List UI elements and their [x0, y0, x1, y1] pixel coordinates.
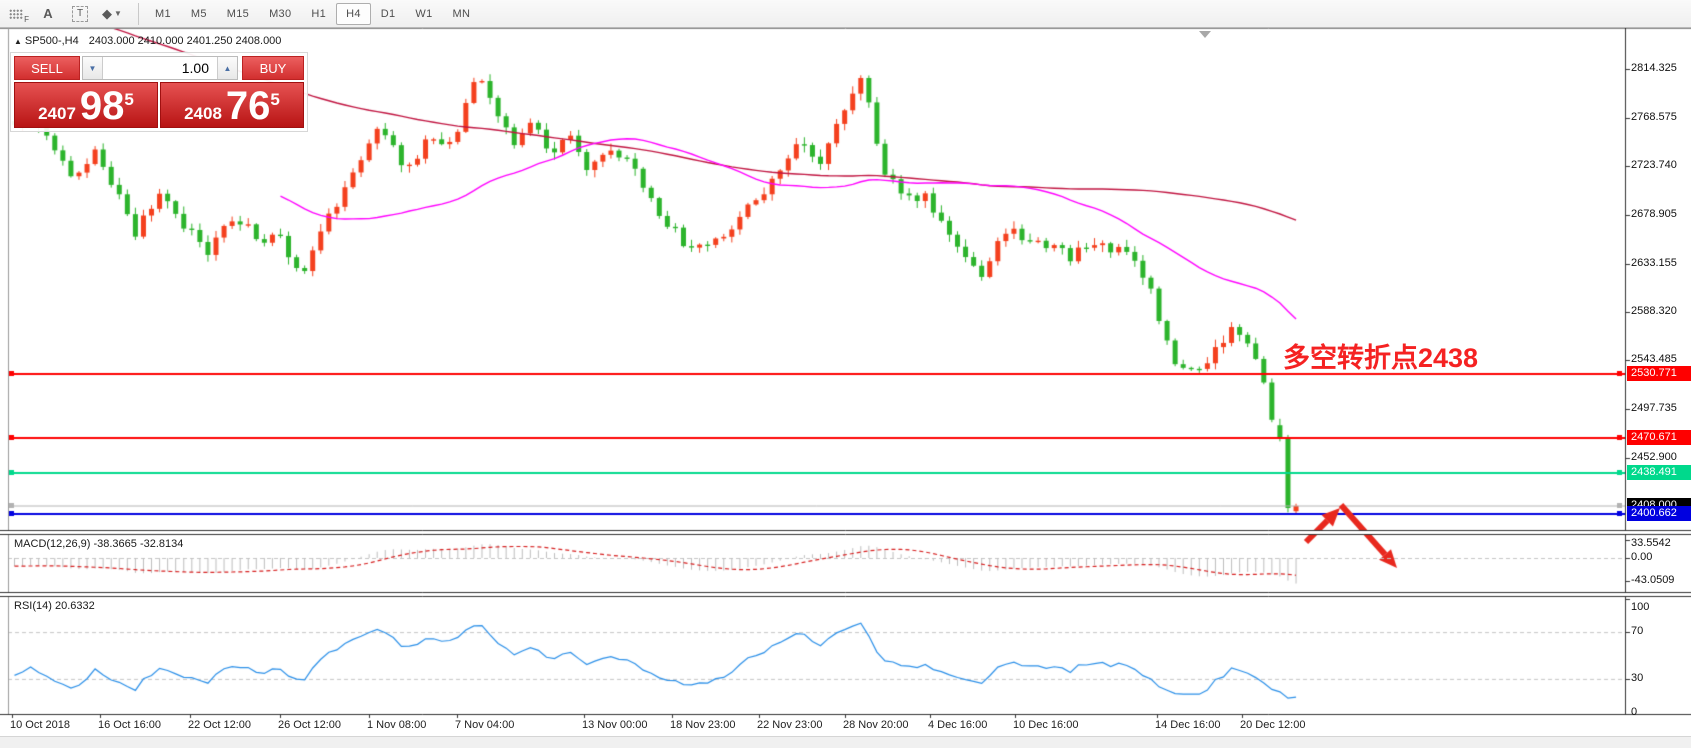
- one-click-trade-panel: SELL ▼ 1.00 ▲ BUY 2407 98 5 2408 76 5: [10, 52, 308, 132]
- macd-label: MACD(12,26,9) -38.3665 -32.8134: [14, 538, 184, 550]
- time-axis-label: 10 Oct 2018: [10, 719, 70, 731]
- time-axis-label: 10 Dec 16:00: [1013, 719, 1079, 731]
- time-axis-label: 18 Nov 23:00: [670, 719, 736, 731]
- timeframe-button-D1[interactable]: D1: [380, 7, 396, 20]
- volume-decrease-button[interactable]: ▼: [83, 57, 103, 79]
- chart-area[interactable]: ▲ SP500-,H4 2403.000 2410.000 2401.250 240…: [0, 28, 1691, 736]
- timeframe-bar: M1 M5 M15 M30 H1 H4 D1 W1 MN: [145, 2, 480, 25]
- price-tick-label: 2633.155: [1631, 256, 1677, 269]
- time-axis-label: 26 Oct 12:00: [278, 719, 341, 731]
- buy-price-sup: 5: [270, 90, 280, 109]
- macd-axis-label: 33.5542: [1631, 537, 1671, 549]
- letter-a-icon[interactable]: A: [43, 6, 53, 21]
- price-tick-label: 2543.485: [1631, 353, 1677, 366]
- time-axis-label: 4 Dec 16:00: [928, 719, 988, 731]
- timeframe-button-H4[interactable]: H4: [336, 2, 371, 25]
- time-axis-label: 22 Oct 12:00: [188, 719, 251, 731]
- price-tag-2400.662: 2400.662: [1627, 506, 1691, 521]
- objects-icon[interactable]: ◆ ▼: [102, 5, 122, 21]
- timeframe-button-W1[interactable]: W1: [415, 7, 433, 20]
- buy-price-prefix: 2408: [184, 104, 222, 123]
- time-axis-label: 7 Nov 04:00: [455, 719, 515, 731]
- ohlc-readout: 2403.000 2410.000 2401.250 2408.000: [88, 35, 282, 47]
- time-axis-label: 13 Nov 00:00: [582, 719, 648, 731]
- time-axis-label: 20 Dec 12:00: [1240, 719, 1306, 731]
- rsi-axis-label: 30: [1631, 671, 1644, 684]
- symbol-header: ▲ SP500-,H4 2403.000 2410.000 2401.250 240…: [14, 35, 281, 47]
- rsi-axis-label: 100: [1631, 601, 1650, 613]
- price-tick-label: 2678.905: [1631, 207, 1677, 220]
- timeframe-button-M30[interactable]: M30: [269, 7, 292, 20]
- time-axis-label: 28 Nov 20:00: [843, 719, 909, 731]
- buy-price-tile[interactable]: 2408 76 5: [160, 82, 304, 128]
- price-chart-canvas[interactable]: [0, 28, 1691, 736]
- chart-shift-marker-icon[interactable]: [1199, 31, 1211, 38]
- rsi-label: RSI(14) 20.6332: [14, 600, 95, 612]
- sell-price-prefix: 2407: [38, 104, 76, 123]
- buy-price-big: 76: [225, 84, 271, 128]
- sell-button[interactable]: SELL: [14, 56, 80, 80]
- price-tick-label: 2452.900: [1631, 450, 1677, 463]
- price-tag-2530.771: 2530.771: [1627, 366, 1691, 381]
- indicator-grid-icon[interactable]: F: [3, 3, 29, 25]
- price-tick-label: 2814.325: [1631, 61, 1677, 74]
- buy-button[interactable]: BUY: [242, 56, 304, 80]
- timeframe-button-M15[interactable]: M15: [226, 7, 250, 20]
- time-axis-label: 14 Dec 16:00: [1155, 719, 1221, 731]
- price-tick-label: 2723.740: [1631, 159, 1677, 172]
- toolbar-separator: [138, 2, 139, 25]
- price-tick-label: 2588.320: [1631, 304, 1677, 317]
- time-axis-label: 1 Nov 08:00: [367, 719, 427, 731]
- timeframe-button-M1[interactable]: M1: [155, 7, 171, 20]
- symbol-name: SP500-,H4: [24, 35, 79, 47]
- symbol-triangle-icon: ▲: [14, 37, 22, 46]
- price-tick-label: 2768.575: [1631, 111, 1677, 124]
- macd-axis-label: -43.0509: [1631, 574, 1675, 587]
- timeframe-button-H1[interactable]: H1: [311, 7, 327, 20]
- chart-annotation-text: 多空转折点2438: [1283, 343, 1479, 373]
- text-frame-icon[interactable]: T: [67, 3, 93, 25]
- volume-increase-button[interactable]: ▲: [217, 57, 237, 79]
- price-tag-2438.491: 2438.491: [1627, 465, 1691, 480]
- volume-field[interactable]: 1.00: [181, 60, 209, 76]
- macd-axis-label: 0.00: [1631, 551, 1653, 563]
- top-toolbar: F A T ◆ ▼ M1 M5 M15 M30 H1 H4 D1 W1 MN: [0, 0, 1691, 28]
- time-axis-label: 22 Nov 23:00: [757, 719, 823, 731]
- price-tick-label: 2497.735: [1631, 402, 1677, 415]
- status-bar: [0, 736, 1691, 748]
- rsi-axis-label: 70: [1631, 625, 1644, 638]
- timeframe-button-M5[interactable]: M5: [190, 7, 207, 20]
- sell-price-big: 98: [79, 84, 125, 128]
- time-axis-label: 16 Oct 16:00: [98, 719, 161, 731]
- dropdown-caret-icon: ▼: [114, 9, 122, 18]
- timeframe-button-MN[interactable]: MN: [452, 7, 471, 20]
- sell-price-sup: 5: [124, 90, 134, 109]
- volume-stepper: ▼ 1.00 ▲: [82, 56, 238, 80]
- price-tag-2470.671: 2470.671: [1627, 430, 1691, 445]
- rsi-axis-label: 0: [1631, 706, 1638, 718]
- sell-price-tile[interactable]: 2407 98 5: [14, 82, 158, 128]
